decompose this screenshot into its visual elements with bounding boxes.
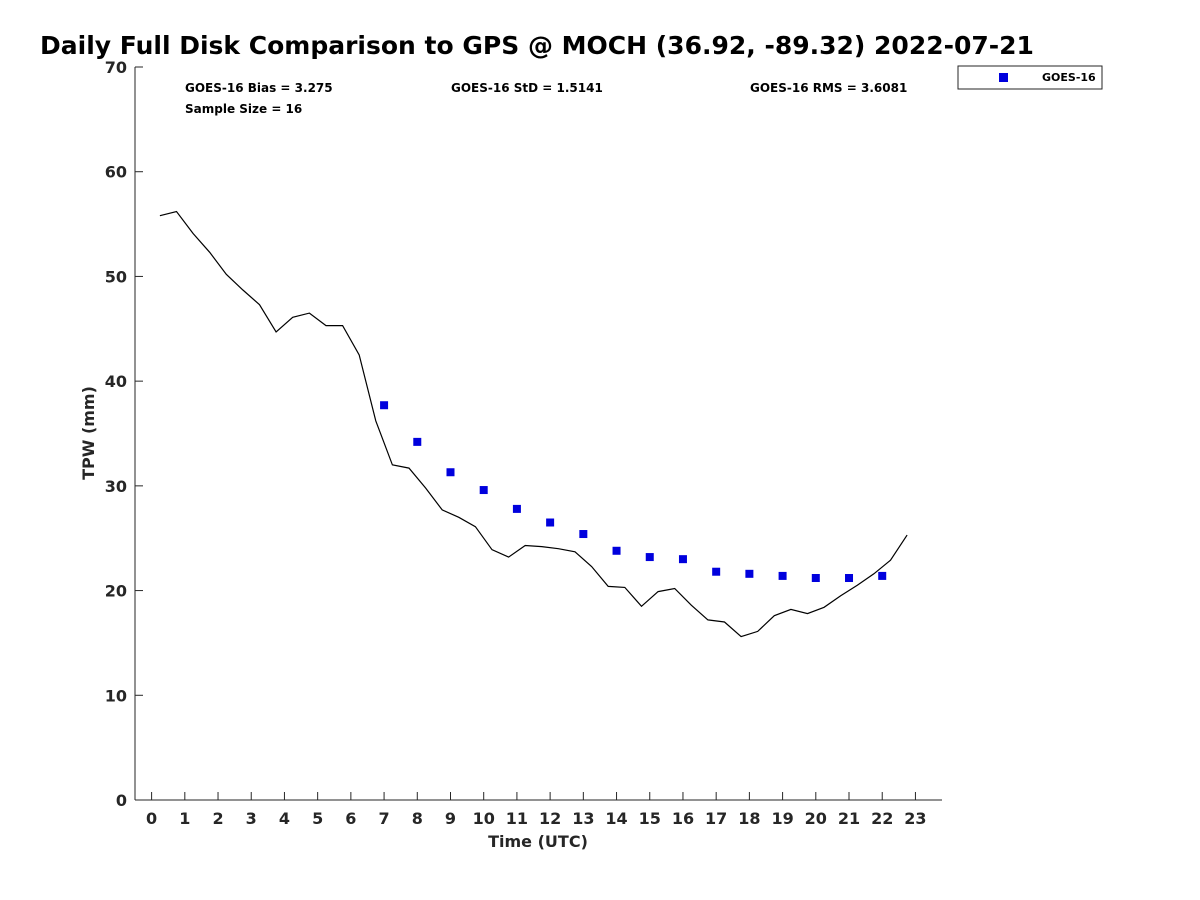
- legend-box: [957, 65, 1103, 90]
- x-tick-label: 1: [179, 809, 190, 828]
- sample-size-stat: Sample Size = 16: [185, 102, 302, 116]
- data-point-goes16: [380, 401, 389, 410]
- x-tick-label: 21: [838, 809, 860, 828]
- x-tick-label: 20: [805, 809, 827, 828]
- y-tick-label: 50: [105, 267, 127, 286]
- x-tick-label: 12: [539, 809, 561, 828]
- series-line-gps: [159, 210, 908, 638]
- y-tick-label: 0: [116, 791, 127, 810]
- data-point-goes16: [446, 468, 455, 477]
- x-tick-label: 9: [445, 809, 456, 828]
- axes: [134, 67, 942, 801]
- y-tick-label: 40: [105, 372, 127, 391]
- y-tick-label: 20: [105, 582, 127, 601]
- x-tick-label: 6: [345, 809, 356, 828]
- y-axis-label: TPW (mm): [79, 386, 98, 480]
- legend-marker-goes16: [999, 73, 1008, 82]
- x-tick-label: 7: [379, 809, 390, 828]
- data-point-goes16: [778, 571, 787, 580]
- data-point-goes16: [745, 569, 754, 578]
- x-tick-label: 11: [506, 809, 528, 828]
- x-tick-label: 16: [672, 809, 694, 828]
- data-point-goes16: [546, 518, 555, 527]
- x-tick-label: 23: [904, 809, 926, 828]
- y-tick-label: 70: [105, 58, 127, 77]
- x-ticks: 0 1 2 3 4 5 6 7 8 9 10 11 12 13 14 15 16 17 18 19 20 21 22 23: [146, 792, 927, 828]
- x-tick-label: 8: [412, 809, 423, 828]
- x-tick-label: 18: [738, 809, 760, 828]
- legend-label-goes16: GOES-16: [1042, 71, 1096, 84]
- x-tick-label: 4: [279, 809, 290, 828]
- y-tick-label: 10: [105, 686, 127, 705]
- x-tick-label: 10: [473, 809, 495, 828]
- data-point-goes16: [878, 571, 887, 580]
- x-tick-label: 2: [212, 809, 223, 828]
- x-tick-label: 0: [146, 809, 157, 828]
- x-tick-label: 22: [871, 809, 893, 828]
- data-point-goes16: [512, 504, 521, 513]
- data-point-goes16: [845, 574, 854, 583]
- data-point-goes16: [413, 437, 422, 446]
- std-stat: GOES-16 StD = 1.5141: [451, 81, 603, 95]
- y-tick-label: 60: [105, 163, 127, 182]
- y-ticks: 0 10 20 30 40 50 60 70: [105, 58, 143, 810]
- y-tick-label: 30: [105, 477, 127, 496]
- chart-title: Daily Full Disk Comparison to GPS @ MOCH…: [40, 31, 1034, 60]
- series-layer: [159, 210, 908, 638]
- data-point-goes16: [678, 555, 687, 564]
- data-point-goes16: [712, 567, 721, 576]
- x-tick-label: 13: [572, 809, 594, 828]
- x-tick-label: 5: [312, 809, 323, 828]
- data-point-goes16: [645, 553, 654, 562]
- bias-stat: GOES-16 Bias = 3.275: [185, 81, 333, 95]
- data-point-goes16: [811, 574, 820, 583]
- legend: GOES-16: [957, 65, 1103, 90]
- x-tick-label: 15: [639, 809, 661, 828]
- x-tick-label: 3: [246, 809, 257, 828]
- x-axis-label: Time (UTC): [488, 832, 588, 851]
- x-tick-label: 14: [605, 809, 627, 828]
- data-point-goes16: [612, 546, 621, 555]
- x-tick-label: 17: [705, 809, 727, 828]
- data-point-goes16: [579, 530, 588, 539]
- x-tick-label: 19: [771, 809, 793, 828]
- rms-stat: GOES-16 RMS = 3.6081: [750, 81, 907, 95]
- data-point-goes16: [479, 486, 488, 495]
